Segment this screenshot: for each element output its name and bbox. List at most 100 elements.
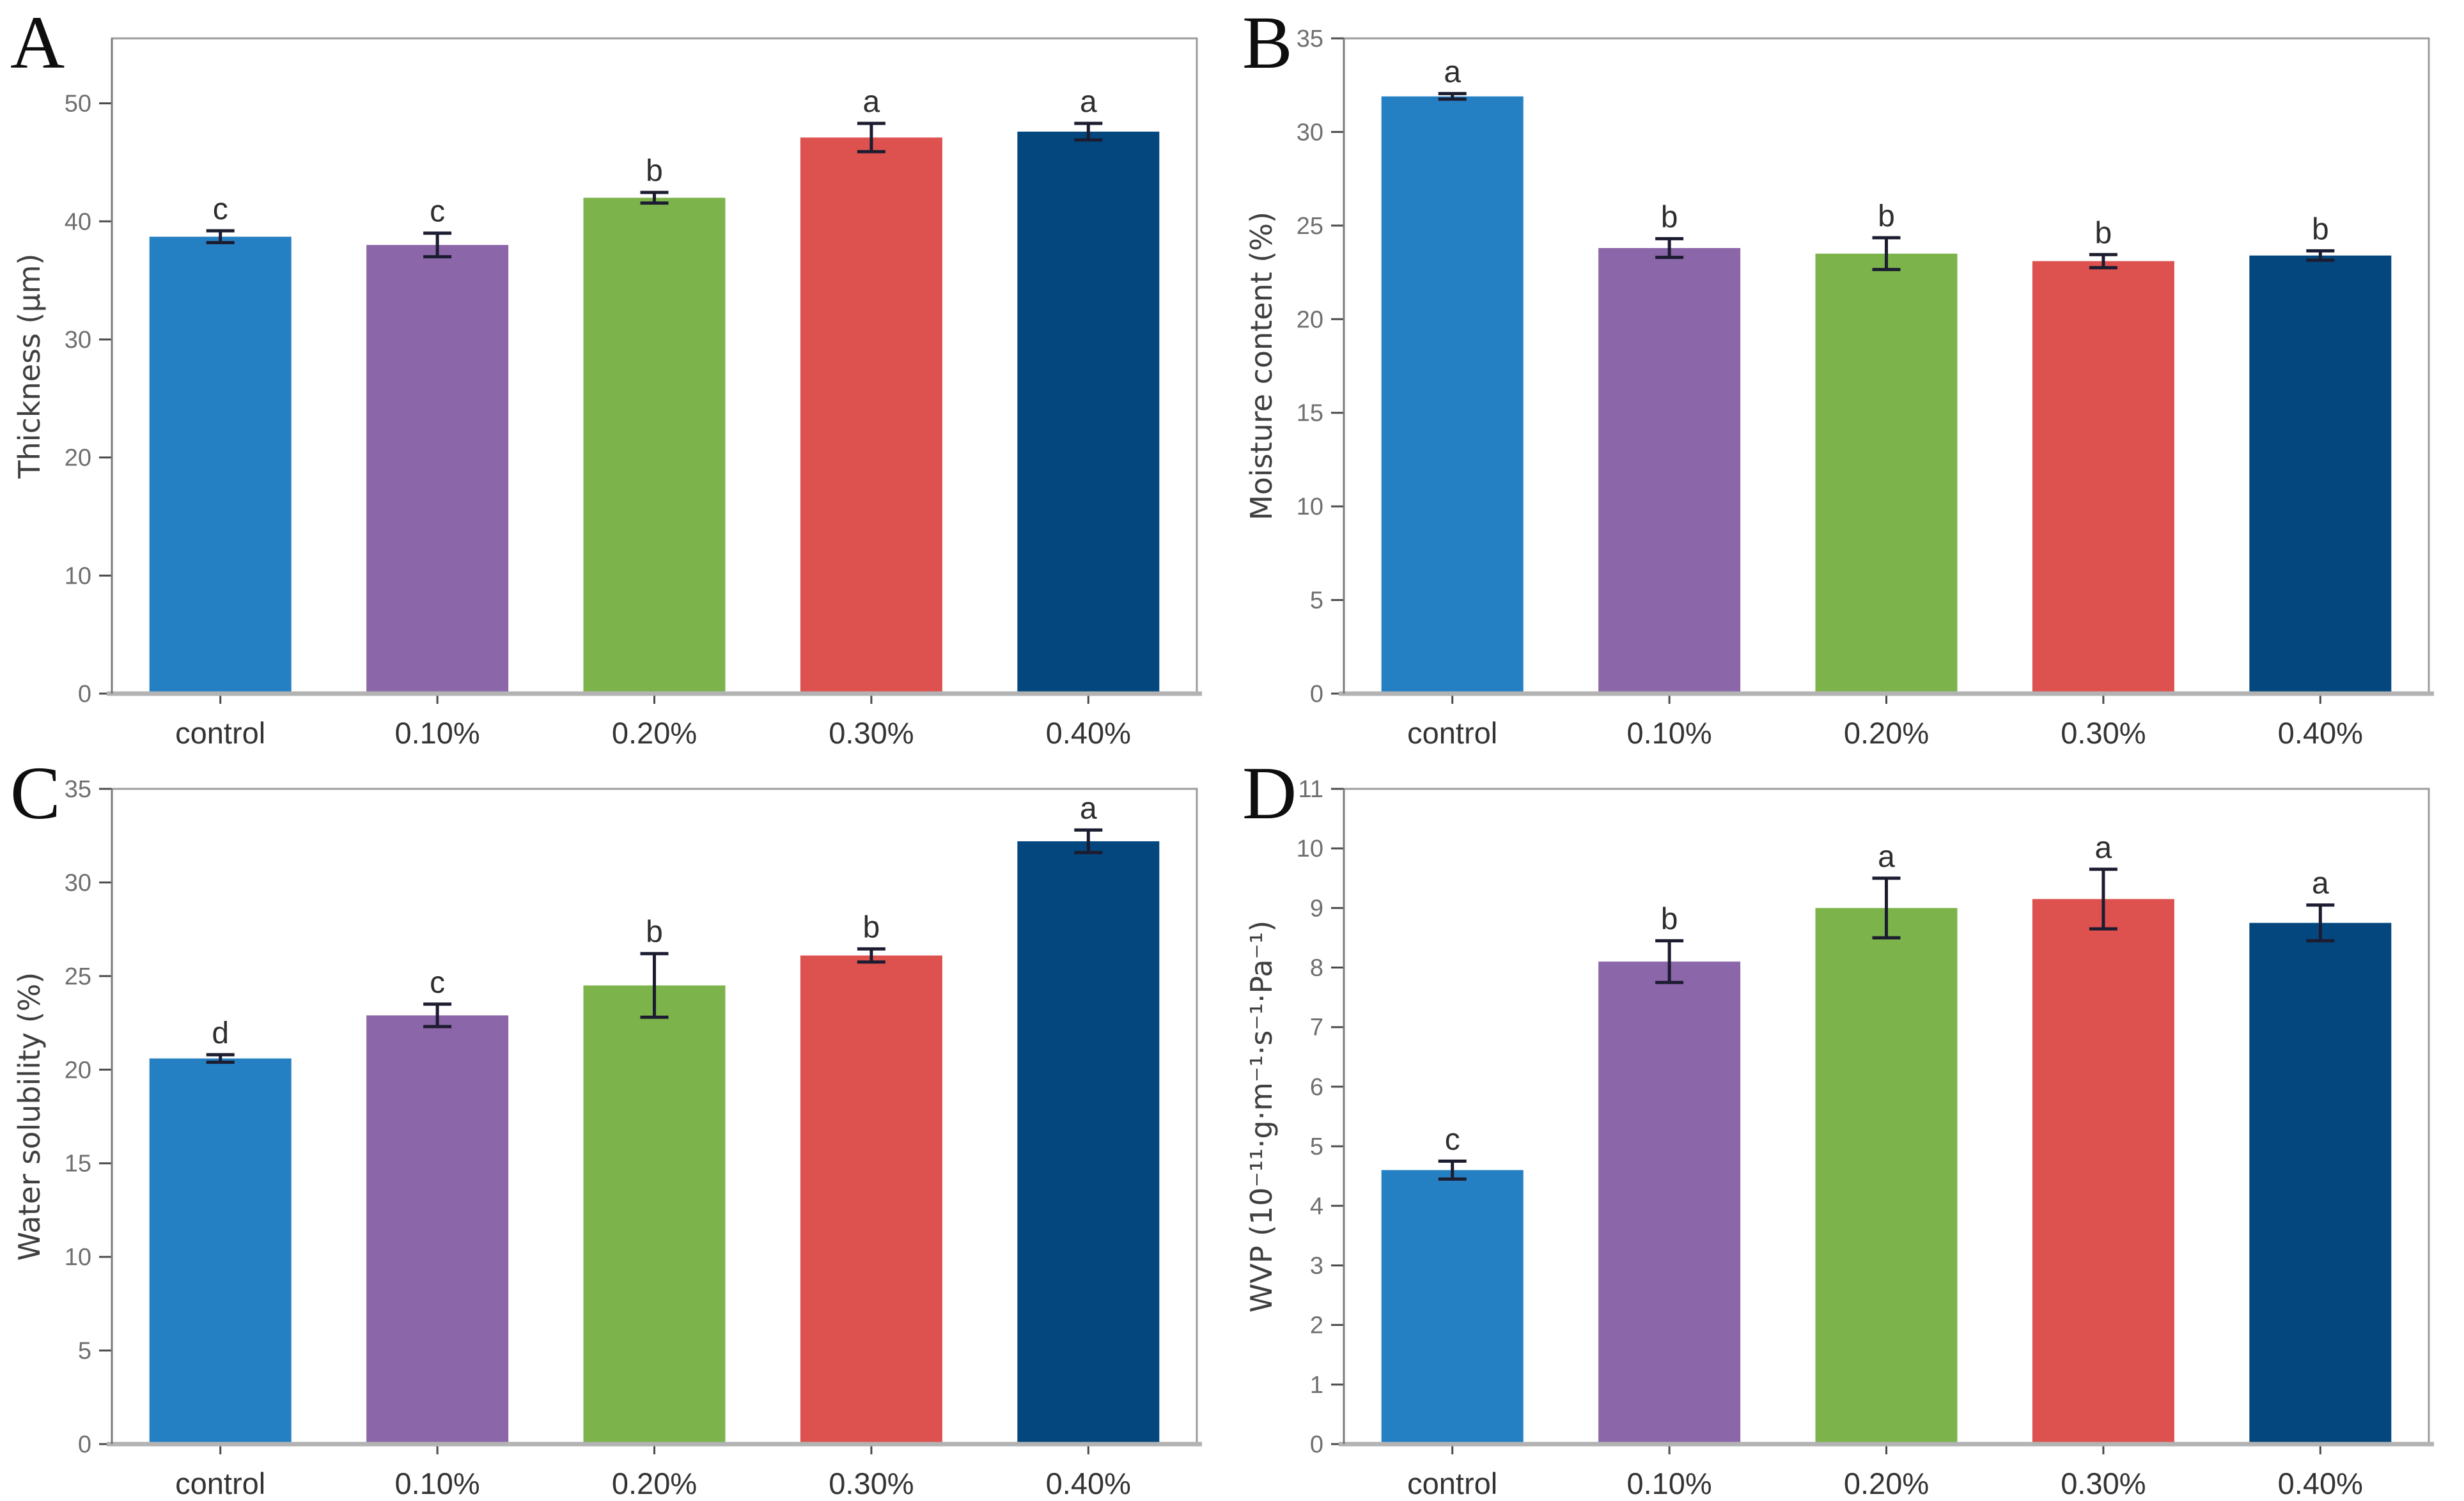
- bar-0.20%: [583, 985, 726, 1444]
- bar-0.10%: [366, 245, 509, 694]
- y-tick-label: 10: [65, 563, 91, 589]
- panel-letter-B: B: [1242, 1, 1293, 84]
- y-tick-label: 5: [78, 1338, 91, 1365]
- bar-0.20%: [1815, 253, 1958, 694]
- sig-letter: b: [2095, 216, 2112, 250]
- sig-letter: d: [212, 1016, 229, 1050]
- bar-control: [1381, 1170, 1524, 1444]
- y-tick-label: 35: [65, 776, 91, 803]
- x-category-label: 0.30%: [829, 1466, 914, 1500]
- y-tick-label: 5: [1310, 587, 1323, 614]
- moisture-content-bar-chart: 0 5 10 15 20 25 30 35 Moisture content (%) a contr…: [1244, 26, 2434, 750]
- y-axis-title: Moisture content (%): [1244, 212, 1279, 520]
- y-tick-label: 30: [65, 869, 91, 896]
- y-tick-label: 1: [1310, 1372, 1323, 1399]
- y-tick-label: 3: [1310, 1252, 1323, 1279]
- panel-letter-D: D: [1242, 751, 1297, 835]
- panel-letter-A: A: [10, 1, 65, 84]
- bar-0.40%: [2249, 922, 2392, 1444]
- x-category-label: 0.40%: [2278, 716, 2363, 750]
- y-tick-label: 40: [65, 208, 91, 235]
- bar-control: [1381, 96, 1524, 694]
- x-category-label: 0.20%: [612, 716, 697, 750]
- y-tick-label: 30: [65, 327, 91, 354]
- y-tick-label: 30: [1297, 119, 1323, 146]
- y-tick-label: 50: [65, 91, 91, 118]
- x-category-label: 0.20%: [1844, 716, 1929, 750]
- y-tick-label: 4: [1310, 1193, 1323, 1220]
- sig-letter: a: [2312, 867, 2329, 901]
- x-category-label: 0.10%: [1626, 1466, 1712, 1500]
- panel-letter-C: C: [10, 751, 61, 835]
- sig-letter: a: [1080, 85, 1097, 119]
- sig-letter: c: [1445, 1123, 1460, 1156]
- sig-letter: b: [863, 910, 880, 944]
- sig-letter: a: [1444, 55, 1461, 89]
- y-tick-label: 0: [78, 1431, 91, 1458]
- thickness-bar-chart: 0 10 20 30 40 50 Thickness (μm) c control c 0.10% b…: [12, 37, 1202, 750]
- x-category-label: 0.10%: [394, 716, 480, 750]
- y-tick-label: 25: [65, 963, 91, 990]
- y-tick-label: 8: [1310, 955, 1323, 982]
- x-category-label: control: [175, 716, 265, 750]
- bar-control: [149, 237, 292, 694]
- bar-0.30%: [2032, 899, 2174, 1444]
- x-category-label: 0.30%: [2061, 716, 2146, 750]
- sig-letter: b: [646, 154, 663, 188]
- x-category-label: 0.10%: [1626, 716, 1712, 750]
- x-category-label: control: [1407, 1466, 1497, 1500]
- x-category-label: 0.20%: [1844, 1466, 1929, 1500]
- y-tick-label: 15: [65, 1151, 91, 1178]
- x-category-label: control: [175, 1466, 265, 1500]
- x-category-label: 0.30%: [829, 716, 914, 750]
- y-tick-label: 10: [65, 1244, 91, 1271]
- bar-0.10%: [366, 1015, 509, 1444]
- sig-letter: b: [1661, 200, 1678, 234]
- y-tick-label: 7: [1310, 1015, 1323, 1041]
- x-category-label: 0.40%: [1046, 716, 1131, 750]
- sig-letter: c: [213, 192, 228, 226]
- bar-0.30%: [2032, 261, 2174, 694]
- sig-letter: a: [863, 85, 880, 119]
- y-tick-label: 20: [1297, 306, 1323, 333]
- panel-A: A 0 10 20 30 40 50 Thickness (μm) c control c 0.10…: [0, 0, 1232, 750]
- sig-letter: b: [646, 915, 663, 949]
- y-tick-label: 10: [1297, 494, 1323, 520]
- y-axis-title: Water solubility (%): [12, 972, 47, 1261]
- sig-letter: b: [1661, 903, 1678, 937]
- y-tick-label: 15: [1297, 400, 1323, 427]
- y-tick-label: 0: [1310, 1431, 1323, 1458]
- y-tick-label: 35: [1297, 26, 1323, 52]
- y-tick-label: 11: [1298, 776, 1323, 803]
- sig-letter: c: [430, 966, 445, 1000]
- bar-0.10%: [1598, 961, 1741, 1444]
- bar-0.20%: [1815, 908, 1958, 1444]
- bar-0.30%: [800, 137, 942, 694]
- x-category-label: 0.40%: [2278, 1466, 2363, 1500]
- y-axis-title: Thickness (μm): [12, 254, 47, 479]
- x-category-label: 0.30%: [2061, 1466, 2146, 1500]
- y-tick-label: 2: [1310, 1312, 1323, 1339]
- y-tick-label: 5: [1310, 1133, 1323, 1160]
- wvp-bar-chart: 0 1 2 3 4 5 6 7 8 9 10 11 WVP (10⁻¹¹·g·m⁻¹·s⁻¹·Pa⁻¹)…: [1244, 776, 2434, 1500]
- y-tick-label: 0: [78, 681, 91, 708]
- x-category-label: 0.20%: [612, 1466, 697, 1500]
- sig-letter: a: [2095, 831, 2112, 865]
- bar-0.40%: [1017, 841, 1160, 1444]
- sig-letter: a: [1878, 840, 1895, 874]
- sig-letter: c: [430, 195, 445, 229]
- y-tick-label: 20: [65, 1057, 91, 1084]
- panel-B: B 0 5 10 15 20 25 30 35 Moisture content (%) a con…: [1232, 0, 2464, 750]
- y-tick-label: 0: [1310, 681, 1323, 708]
- panel-C: C 0 5 10 15 20 25 30 35 Water solubility (%) d con…: [0, 750, 1232, 1501]
- bar-0.30%: [800, 955, 942, 1444]
- sig-letter: a: [1080, 791, 1097, 825]
- y-tick-label: 25: [1297, 213, 1323, 240]
- bar-0.40%: [2249, 255, 2392, 694]
- sig-letter: b: [1878, 199, 1895, 233]
- panel-D: D 0 1 2 3 4 5 6 7 8 9 10 11 WVP (10⁻¹¹·g·m⁻¹·s⁻¹·Pa⁻…: [1232, 750, 2464, 1501]
- y-tick-label: 10: [1297, 836, 1323, 862]
- sig-letter: b: [2312, 212, 2329, 246]
- bar-0.10%: [1598, 248, 1741, 694]
